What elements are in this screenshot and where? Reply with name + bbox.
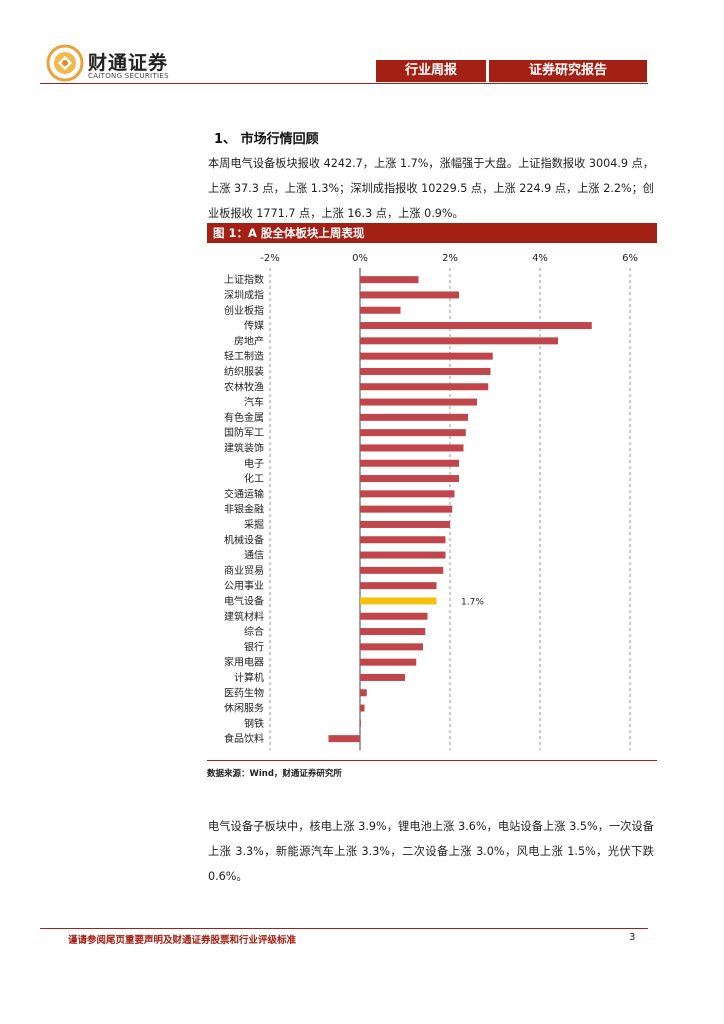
- category-label: 有色金属: [224, 411, 264, 424]
- category-label: 房地产: [234, 334, 264, 347]
- bar: [360, 352, 493, 360]
- bar: [360, 398, 477, 406]
- sector-performance-chart: -2% 0% 2% 4% 6% 上证指数深圳成指创业板指传媒房地产轻工制造纺织服装农林牧渔…: [224, 253, 638, 751]
- category-label: 建筑材料: [224, 610, 264, 623]
- data-label: 1.7%: [461, 597, 484, 607]
- category-label: 电气设备: [224, 594, 264, 607]
- bar: [360, 566, 444, 574]
- category-label: 化工: [244, 472, 264, 485]
- x-tick-label: 4%: [532, 253, 548, 264]
- header-tabs: 行业周报 证券研究报告: [376, 60, 647, 82]
- bar: [360, 490, 455, 498]
- category-label: 综合: [244, 625, 264, 638]
- category-label: 休闲服务: [224, 702, 264, 715]
- category-label: 深圳成指: [224, 288, 264, 301]
- figure-title: 图 1：A 股全体板块上周表现: [207, 223, 657, 243]
- footer-divider: [40, 928, 648, 929]
- category-label: 商业贸易: [224, 564, 264, 577]
- category-label: 家用电器: [224, 656, 264, 669]
- subsector-paragraph: 电气设备子板块中，核电上涨 3.9%，锂电池上涨 3.6%，电站设备上涨 3.5…: [208, 820, 654, 883]
- category-label: 创业板指: [224, 304, 264, 317]
- figure-divider: [207, 760, 657, 761]
- x-tick-label: 0%: [352, 253, 368, 264]
- bar: [360, 719, 361, 727]
- category-label: 交通运输: [224, 487, 264, 500]
- category-label: 非银金融: [224, 503, 264, 516]
- tab-securities-research: 证券研究报告: [489, 60, 647, 82]
- bar: [360, 429, 466, 437]
- company-logo: 财通证券 CAITONG SECURITIES: [46, 44, 196, 84]
- bar: [360, 704, 365, 712]
- bar: [360, 520, 450, 528]
- logo-text-cn: 财通证券: [88, 52, 169, 74]
- bar: [360, 505, 453, 513]
- bar: [360, 444, 464, 452]
- page-number: 3: [629, 932, 636, 943]
- category-label: 食品饮料: [224, 732, 264, 745]
- category-label: 钢铁: [244, 717, 264, 730]
- category-label: 汽车: [244, 396, 264, 409]
- category-label: 医药生物: [224, 686, 264, 699]
- bar: [328, 735, 360, 743]
- category-label: 农林牧渔: [224, 380, 264, 393]
- bar: [360, 383, 489, 391]
- logo-text-en: CAITONG SECURITIES: [88, 72, 169, 80]
- bar: [360, 551, 446, 559]
- bar: [360, 337, 558, 345]
- disclaimer-note: 谨请参阅尾页重要声明及财通证券股票和行业评级标准: [68, 935, 297, 946]
- bar: [360, 291, 459, 299]
- bar: [360, 459, 459, 467]
- category-label: 机械设备: [224, 533, 264, 546]
- bar: [360, 413, 468, 421]
- category-label: 计算机: [234, 671, 264, 684]
- category-label: 通信: [244, 550, 264, 562]
- bar: [360, 673, 405, 681]
- data-source: 数据来源：Wind，财通证券研究所: [207, 769, 342, 779]
- bar: [360, 536, 446, 544]
- bar: [360, 582, 437, 590]
- header-divider: [40, 83, 648, 84]
- category-label: 建筑装饰: [224, 441, 264, 454]
- category-label: 电子: [244, 457, 264, 470]
- tab-weekly-report: 行业周报: [376, 60, 486, 82]
- bar: [360, 306, 401, 314]
- bar: [360, 689, 367, 697]
- category-label: 公用事业: [224, 579, 264, 592]
- category-label: 轻工制造: [224, 350, 264, 363]
- bar: [360, 643, 423, 651]
- x-tick-label: 6%: [622, 253, 638, 264]
- bar: [360, 367, 491, 375]
- section-title: 1、 市场行情回顾: [214, 132, 319, 147]
- market-review-paragraph: 本周电气设备板块报收 4242.7，上涨 1.7%，涨幅强于大盘。上证指数报收 …: [208, 157, 654, 220]
- bar: [360, 276, 419, 284]
- bar: [360, 628, 426, 636]
- logo-coin-icon: [46, 44, 84, 82]
- category-label: 银行: [244, 640, 264, 653]
- category-label: 采掘: [244, 518, 264, 531]
- x-tick-label: -2%: [260, 253, 279, 264]
- category-label: 纺织服装: [224, 365, 264, 378]
- x-tick-label: 2%: [442, 253, 458, 264]
- bar: [360, 322, 592, 330]
- category-label: 上证指数: [224, 273, 264, 286]
- bar: [360, 475, 459, 483]
- category-label: 传媒: [244, 320, 264, 332]
- bar: [360, 597, 437, 605]
- category-label: 国防军工: [224, 426, 264, 439]
- bar: [360, 612, 428, 620]
- bar: [360, 658, 417, 666]
